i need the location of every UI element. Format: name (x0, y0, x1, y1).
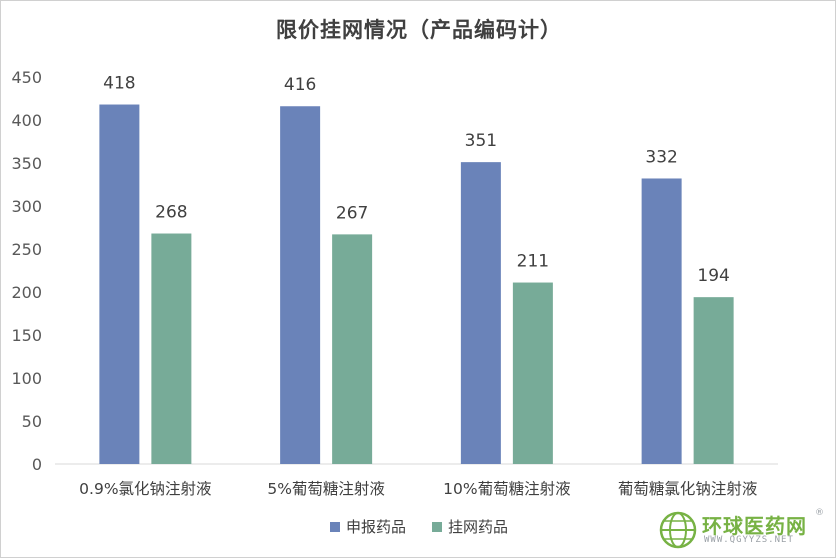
bar-declared (99, 104, 140, 465)
legend-swatch-declared (329, 521, 340, 532)
legend-label-declared: 申报药品 (345, 518, 406, 536)
x-tick-label: 葡萄糖氯化钠注射液 (618, 480, 758, 498)
bar-listed (693, 297, 734, 464)
y-tick-label: 300 (11, 197, 42, 216)
data-label: 211 (517, 252, 549, 272)
y-tick-label: 100 (11, 369, 42, 388)
watermark-logo: 环球医药网 ® WWW.QGYYZS.NET (658, 508, 828, 550)
legend-label-listed: 挂网药品 (448, 518, 509, 536)
watermark-name: 环球医药网 (702, 514, 807, 538)
bar-declared (641, 178, 682, 465)
bar-listed (512, 282, 553, 464)
bar-listed (332, 234, 373, 464)
x-tick-label: 5%葡萄糖注射液 (267, 480, 385, 498)
y-tick-label: 200 (11, 283, 42, 302)
y-tick-label: 50 (22, 412, 42, 431)
y-tick-label: 400 (11, 111, 42, 130)
legend-item-listed: 挂网药品 (432, 516, 508, 537)
data-label: 267 (336, 203, 368, 223)
y-tick-label: 350 (11, 154, 42, 173)
y-tick-label: 150 (11, 326, 42, 345)
y-tick-label: 450 (11, 68, 42, 87)
data-label: 332 (645, 147, 677, 167)
watermark-url: WWW.QGYYZS.NET (704, 535, 794, 545)
y-tick-label: 0 (32, 455, 42, 474)
chart-title: 限价挂网情况（产品编码计） (276, 18, 562, 42)
data-label: 351 (465, 131, 497, 151)
data-label: 268 (155, 203, 187, 223)
data-label: 416 (284, 75, 316, 95)
legend-item-declared: 申报药品 (329, 516, 406, 537)
data-label: 194 (697, 266, 729, 286)
bar-listed (151, 233, 192, 464)
data-label: 418 (103, 74, 135, 94)
globe-icon (659, 511, 697, 549)
bar-declared (280, 106, 321, 465)
legend-swatch-listed (432, 521, 442, 532)
legend: 申报药品 挂网药品 (0, 516, 838, 537)
bar-declared (460, 162, 501, 464)
bar-chart: 0 50 100 150 200 250 300 350 400 450 418 268 0.9%氯化钠… (11, 68, 778, 498)
x-tick-label: 0.9%氯化钠注射液 (79, 480, 211, 498)
watermark-registered: ® (815, 508, 824, 518)
x-tick-label: 10%葡萄糖注射液 (443, 480, 570, 498)
y-tick-label: 250 (11, 240, 42, 259)
